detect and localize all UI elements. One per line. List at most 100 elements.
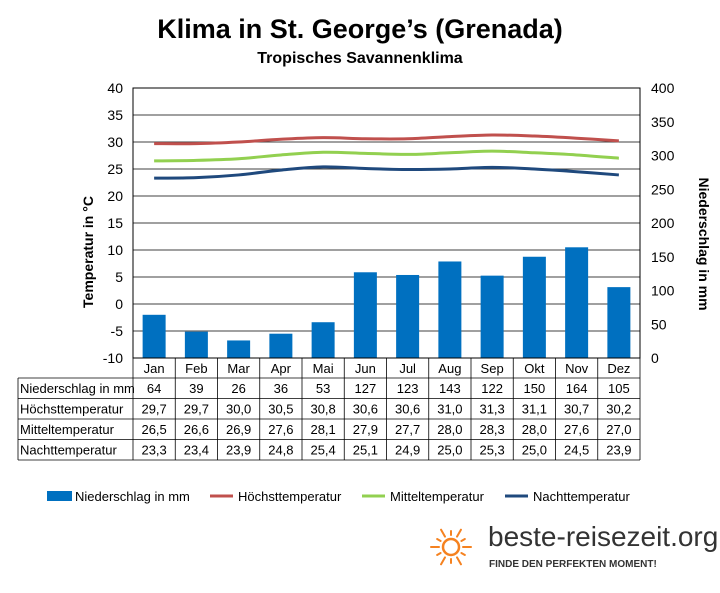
data-label: 123: [397, 381, 419, 396]
gridlines: [133, 87, 640, 359]
data-label: 25,3: [479, 443, 504, 458]
category-label: Feb: [185, 361, 207, 376]
data-label: 31,1: [522, 402, 547, 417]
precipitation-bar: [353, 272, 377, 358]
category-label: Jul: [399, 361, 416, 376]
axes: 4035302520151050-5-104003503002502001501…: [103, 80, 675, 366]
left-tick-label: 20: [107, 188, 123, 204]
precipitation-bar: [227, 340, 251, 358]
right-tick-label: 400: [651, 80, 675, 96]
data-label: 30,5: [268, 402, 293, 417]
precipitation-bar: [142, 314, 166, 358]
category-label: Aug: [438, 361, 461, 376]
sun-ray-icon: [436, 538, 442, 542]
data-label: 25,0: [437, 443, 462, 458]
category-label: Mai: [313, 361, 334, 376]
data-label: 26,9: [226, 422, 251, 437]
data-label: 64: [147, 381, 161, 396]
data-label: 23,9: [226, 443, 251, 458]
data-label: 30,6: [353, 402, 378, 417]
left-tick-label: 40: [107, 80, 123, 96]
row-label: Niederschlag in mm: [20, 381, 135, 396]
right-tick-label: 300: [651, 148, 675, 164]
left-tick-label: 15: [107, 215, 123, 231]
data-label: 28,0: [522, 422, 547, 437]
right-tick-label: 100: [651, 283, 675, 299]
site-logo-text[interactable]: beste-reisezeit.org: [488, 521, 719, 552]
sun-core-icon: [441, 537, 461, 557]
right-tick-label: 250: [651, 181, 675, 197]
category-label: Sep: [481, 361, 504, 376]
sun-ray-icon: [440, 528, 446, 538]
data-label: 24,9: [395, 443, 420, 458]
data-label: 30,8: [310, 402, 335, 417]
precipitation-bar: [269, 333, 293, 358]
legend-label: Mitteltemperatur: [390, 489, 485, 504]
data-label: 27,0: [606, 422, 631, 437]
left-tick-label: -10: [103, 350, 123, 366]
data-label: 26: [231, 381, 245, 396]
data-label: 30,0: [226, 402, 251, 417]
data-label: 30,2: [606, 402, 631, 417]
data-label: 31,0: [437, 402, 462, 417]
left-tick-label: 5: [115, 269, 123, 285]
temperature-lines: [154, 133, 619, 180]
sun-ray-icon: [460, 552, 466, 556]
category-label: Jun: [355, 361, 376, 376]
data-label: 29,7: [184, 402, 209, 417]
data-label: 122: [481, 381, 503, 396]
sun-ray-icon: [460, 538, 466, 542]
precipitation-bar: [565, 247, 589, 358]
right-tick-label: 0: [651, 350, 659, 366]
data-label: 105: [608, 381, 630, 396]
chart-title: Klima in St. George’s (Grenada): [157, 14, 563, 44]
data-label: 24,8: [268, 443, 293, 458]
data-label: 25,4: [310, 443, 335, 458]
data-label: 30,7: [564, 402, 589, 417]
left-tick-label: -5: [111, 323, 124, 339]
site-slogan: FINDE DEN PERFEKTEN MOMENT!: [489, 559, 657, 570]
category-label: Nov: [565, 361, 589, 376]
right-tick-label: 150: [651, 249, 675, 265]
row-label: Höchsttemperatur: [20, 402, 124, 417]
precipitation-bar: [480, 275, 504, 358]
data-label: 26,6: [184, 422, 209, 437]
data-label: 25,0: [522, 443, 547, 458]
data-label: 150: [524, 381, 546, 396]
data-label: 27,6: [268, 422, 293, 437]
precipitation-bar: [396, 274, 420, 358]
row-label: Nachttemperatur: [20, 443, 117, 458]
data-label: 23,3: [141, 443, 166, 458]
data-label: 164: [566, 381, 588, 396]
category-label: Dez: [607, 361, 630, 376]
precipitation-bars: [142, 247, 631, 358]
sun-ray-icon: [456, 556, 462, 566]
right-tick-label: 200: [651, 215, 675, 231]
category-label: Jan: [144, 361, 165, 376]
legend-label: Niederschlag in mm: [75, 489, 190, 504]
legend-swatch: [47, 491, 72, 501]
left-tick-label: 0: [115, 296, 123, 312]
sun-ray-icon: [440, 556, 446, 566]
data-label: 28,0: [437, 422, 462, 437]
data-label: 143: [439, 381, 461, 396]
data-label: 127: [355, 381, 377, 396]
left-tick-label: 35: [107, 107, 123, 123]
precipitation-bar: [522, 256, 546, 358]
data-table: Jan Feb Mar Apr Mai Jun Jul Aug Sep Okt Nov Dez Nied…: [17, 358, 641, 461]
data-label: 27,9: [353, 422, 378, 437]
data-label: 23,4: [184, 443, 209, 458]
right-tick-label: 50: [651, 316, 667, 332]
row-label: Mitteltemperatur: [20, 422, 115, 437]
precipitation-bar: [184, 331, 208, 358]
data-label: 36: [274, 381, 288, 396]
data-label: 29,7: [141, 402, 166, 417]
chart-subtitle: Tropisches Savannenklima: [257, 50, 463, 67]
sun-logo-icon: [430, 528, 472, 566]
right-tick-label: 350: [651, 114, 675, 130]
line-höchsttemperatur: [154, 133, 619, 146]
data-label: 39: [189, 381, 203, 396]
category-label: Okt: [524, 361, 545, 376]
data-label: 24,5: [564, 443, 589, 458]
